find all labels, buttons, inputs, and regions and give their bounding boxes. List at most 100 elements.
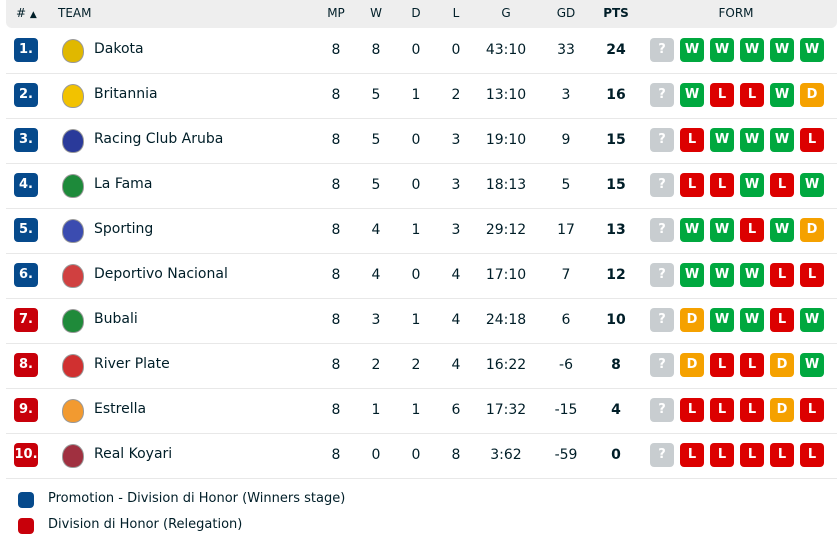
- form-result-l[interactable]: L: [710, 443, 734, 467]
- form-result-w[interactable]: W: [770, 128, 794, 152]
- gd-value: 7: [561, 267, 571, 283]
- legend-label: Promotion - Division di Honor (Winners s…: [48, 491, 346, 506]
- form-result-l[interactable]: L: [680, 128, 704, 152]
- form-result-l[interactable]: L: [740, 83, 764, 107]
- form-result-d[interactable]: D: [770, 353, 794, 377]
- form-result-w[interactable]: W: [770, 83, 794, 107]
- form-result-w[interactable]: W: [710, 308, 734, 332]
- form-result-l[interactable]: L: [740, 443, 764, 467]
- form-result-d[interactable]: D: [800, 218, 824, 242]
- form-result-w[interactable]: W: [770, 218, 794, 242]
- team-name-link[interactable]: Real Koyari: [94, 446, 173, 462]
- l-header[interactable]: L: [452, 6, 460, 20]
- form-result-upcoming[interactable]: ?: [650, 218, 674, 242]
- form-result-l[interactable]: L: [770, 173, 794, 197]
- form-result-w[interactable]: W: [680, 218, 704, 242]
- table-row[interactable]: 2. Britannia 8 5 1 2 13:10 3 16? W L L W D: [6, 73, 837, 119]
- table-row[interactable]: 6. Deportivo Nacional 8 4 0 4 17:10 7 12? W W W L L: [6, 253, 837, 299]
- team-name-link[interactable]: Estrella: [94, 401, 147, 417]
- form-result-upcoming[interactable]: ?: [650, 398, 674, 422]
- form-result-w[interactable]: W: [800, 353, 824, 377]
- team-name-link[interactable]: Britannia: [94, 86, 158, 102]
- team-name-link[interactable]: La Fama: [94, 176, 153, 192]
- form-result-l[interactable]: L: [680, 443, 704, 467]
- d-header[interactable]: D: [411, 6, 421, 20]
- mp-header[interactable]: MP: [327, 6, 345, 20]
- form-result-w[interactable]: W: [770, 38, 794, 62]
- form-result-l[interactable]: L: [800, 443, 824, 467]
- team-name-link[interactable]: Sporting: [94, 221, 154, 237]
- form-result-w[interactable]: W: [740, 308, 764, 332]
- pts-header[interactable]: PTS: [603, 6, 629, 20]
- table-row[interactable]: 5. Sporting 8 4 1 3 29:12 17 13? W W L W D: [6, 208, 837, 254]
- w-value: 3: [371, 312, 381, 328]
- form-result-l[interactable]: L: [770, 308, 794, 332]
- form-result-upcoming[interactable]: ?: [650, 263, 674, 287]
- form-result-upcoming[interactable]: ?: [650, 83, 674, 107]
- g-value: 24:18: [485, 312, 527, 328]
- gd-header[interactable]: GD: [556, 6, 576, 20]
- form-result-upcoming[interactable]: ?: [650, 308, 674, 332]
- table-row[interactable]: 8. River Plate 8 2 2 4 16:22 -6 8? D L L D W: [6, 343, 837, 389]
- form-result-d[interactable]: D: [680, 353, 704, 377]
- legend-swatch: [18, 492, 34, 508]
- form-result-upcoming[interactable]: ?: [650, 353, 674, 377]
- gd-value: -15: [554, 402, 578, 418]
- table-row[interactable]: 9. Estrella 8 1 1 6 17:32 -15 4? L L L D L: [6, 388, 837, 434]
- form-result-w[interactable]: W: [680, 38, 704, 62]
- form-result-d[interactable]: D: [800, 83, 824, 107]
- form-result-w[interactable]: W: [740, 128, 764, 152]
- rank-badge: 9.: [14, 398, 38, 422]
- legend-swatch: [18, 518, 34, 534]
- form-result-upcoming[interactable]: ?: [650, 173, 674, 197]
- form-result-w[interactable]: W: [800, 173, 824, 197]
- form-result-w[interactable]: W: [800, 38, 824, 62]
- rank-badge: 3.: [14, 128, 38, 152]
- form-result-w[interactable]: W: [710, 38, 734, 62]
- team-name-link[interactable]: Dakota: [94, 41, 144, 57]
- form-result-d[interactable]: D: [770, 398, 794, 422]
- form-result-d[interactable]: D: [680, 308, 704, 332]
- table-row[interactable]: 10. Real Koyari 8 0 0 8 3:62 -59 0? L L L L L: [6, 433, 837, 479]
- form-result-l[interactable]: L: [770, 443, 794, 467]
- form-result-w[interactable]: W: [710, 263, 734, 287]
- form-result-l[interactable]: L: [740, 218, 764, 242]
- form-result-l[interactable]: L: [800, 263, 824, 287]
- team-name-link[interactable]: Deportivo Nacional: [94, 266, 228, 282]
- table-row[interactable]: 7. Bubali 8 3 1 4 24:18 6 10? D W W L W: [6, 298, 837, 344]
- form-result-w[interactable]: W: [740, 263, 764, 287]
- table-row[interactable]: 1. Dakota 8 8 0 0 43:10 33 24? W W W W W: [6, 28, 837, 74]
- table-row[interactable]: 3. Racing Club Aruba 8 5 0 3 19:10 9 15? L W W W L: [6, 118, 837, 164]
- form-result-l[interactable]: L: [800, 128, 824, 152]
- form-result-upcoming[interactable]: ?: [650, 443, 674, 467]
- sort-up-icon: ▲: [29, 10, 37, 20]
- form-result-w[interactable]: W: [740, 173, 764, 197]
- form-result-w[interactable]: W: [680, 263, 704, 287]
- team-name-link[interactable]: Bubali: [94, 311, 138, 327]
- form-result-w[interactable]: W: [710, 128, 734, 152]
- form-result-l[interactable]: L: [680, 398, 704, 422]
- g-header[interactable]: G: [501, 6, 511, 20]
- form-result-w[interactable]: W: [680, 83, 704, 107]
- form-result-l[interactable]: L: [710, 173, 734, 197]
- team-header[interactable]: TEAM: [58, 6, 92, 20]
- form-result-w[interactable]: W: [740, 38, 764, 62]
- w-header[interactable]: W: [370, 6, 382, 20]
- form-result-l[interactable]: L: [680, 173, 704, 197]
- team-name-link[interactable]: River Plate: [94, 356, 170, 372]
- form-result-w[interactable]: W: [710, 218, 734, 242]
- form-result-l[interactable]: L: [740, 398, 764, 422]
- pts-value: 13: [606, 222, 626, 238]
- table-row[interactable]: 4. La Fama 8 5 0 3 18:13 5 15? L L W L W: [6, 163, 837, 209]
- form-result-l[interactable]: L: [800, 398, 824, 422]
- team-name-link[interactable]: Racing Club Aruba: [94, 131, 224, 147]
- form-result-upcoming[interactable]: ?: [650, 128, 674, 152]
- rank-sort-header[interactable]: # ▲: [16, 6, 37, 20]
- form-result-l[interactable]: L: [770, 263, 794, 287]
- form-result-upcoming[interactable]: ?: [650, 38, 674, 62]
- form-result-l[interactable]: L: [710, 353, 734, 377]
- form-result-l[interactable]: L: [710, 83, 734, 107]
- form-result-l[interactable]: L: [740, 353, 764, 377]
- form-result-l[interactable]: L: [710, 398, 734, 422]
- form-result-w[interactable]: W: [800, 308, 824, 332]
